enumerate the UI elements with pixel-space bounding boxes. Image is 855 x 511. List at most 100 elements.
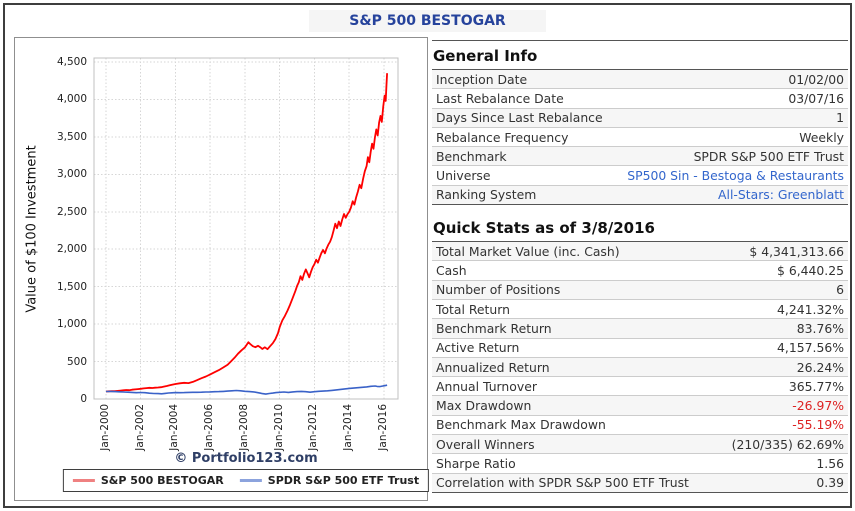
quick-stats-title: Quick Stats as of 3/8/2016: [432, 213, 848, 243]
x-tick-label: Jan-2014: [342, 404, 355, 451]
info-row-label: Benchmark: [436, 148, 507, 164]
stat-row: Total Market Value (inc. Cash) $ 4,341,31…: [432, 242, 848, 262]
x-tick-label: Jan-2002: [133, 404, 146, 451]
stat-row-label: Benchmark Return: [436, 320, 552, 336]
stat-row: Active Return 4,157.56%: [432, 339, 848, 358]
stat-row-value: -55.19%: [792, 417, 844, 433]
info-row: Ranking System All-Stars: Greenblatt: [432, 185, 848, 206]
window-frame: S&P 500 BESTOGAR 0 500 1,000 1,500 2,000 2,50…: [3, 3, 852, 508]
stat-row-label: Cash: [436, 263, 467, 279]
page-title-text: S&P 500 BESTOGAR: [309, 10, 546, 32]
info-row-label: Universe: [436, 168, 491, 184]
quick-stats-table: Total Market Value (inc. Cash) $ 4,341,31…: [432, 242, 848, 493]
info-row-label: Days Since Last Rebalance: [436, 110, 603, 126]
stat-row: Benchmark Return 83.76%: [432, 319, 848, 339]
y-tick-label: 1,500: [56, 280, 87, 293]
stat-row-label: Total Return: [436, 301, 510, 317]
y-tick-label: 2,500: [56, 205, 87, 218]
stat-row-value: 365.77%: [788, 378, 844, 394]
y-tick-label: 3,500: [56, 130, 87, 143]
stat-row-label: Benchmark Max Drawdown: [436, 417, 606, 433]
chart-legend: S&P 500 BESTOGAR SPDR S&P 500 ETF Trust: [62, 469, 430, 492]
stat-row-value: 6: [836, 282, 844, 298]
stat-row-value: 4,241.32%: [777, 301, 844, 317]
page-title: S&P 500 BESTOGAR: [5, 10, 850, 32]
general-info-table: Inception Date 01/02/00 Last Rebalance Dat…: [432, 70, 848, 206]
stat-row-value: (210/335) 62.69%: [731, 436, 844, 452]
stat-row-label: Correlation with SPDR S&P 500 ETF Trust: [436, 475, 689, 491]
chart-panel: 0 500 1,000 1,500 2,000 2,500 3,000 3,500 4,000 4…: [14, 37, 430, 501]
legend-item-label: S&P 500 BESTOGAR: [100, 474, 224, 487]
stat-row-value: $ 6,440.25: [777, 263, 844, 279]
info-row: Inception Date 01/02/00: [432, 70, 848, 90]
general-info-title: General Info: [432, 41, 848, 70]
y-tick-label: 4,000: [56, 93, 87, 106]
info-row: Universe SP500 Sin - Bestoga & Restaurant…: [432, 166, 848, 186]
stat-row-label: Overall Winners: [436, 436, 535, 452]
legend-line-swatch-icon: [239, 479, 262, 482]
info-row-label: Ranking System: [436, 187, 537, 203]
series-line-spdr-s-p-500-etf-trust: [105, 384, 388, 395]
info-row: Days Since Last Rebalance 1: [432, 108, 848, 128]
stat-row-value: 4,157.56%: [777, 340, 844, 356]
stat-row-label: Max Drawdown: [436, 398, 532, 414]
stat-row-value: 0.39: [816, 475, 844, 491]
x-tick-label: Jan-2010: [272, 404, 285, 451]
info-row-value: 1: [836, 110, 844, 126]
stat-row: Total Return 4,241.32%: [432, 300, 848, 320]
info-row-value[interactable]: All-Stars: Greenblatt: [718, 187, 844, 203]
legend-item: S&P 500 BESTOGAR: [72, 474, 224, 487]
legend-line-swatch-icon: [72, 479, 95, 482]
legend-item: SPDR S&P 500 ETF Trust: [239, 474, 420, 487]
stat-row-label: Number of Positions: [436, 282, 561, 298]
stat-row-label: Annualized Return: [436, 359, 550, 375]
gridlines: [94, 58, 398, 400]
x-tick-label: Jan-2008: [237, 404, 250, 451]
stat-row: Sharpe Ratio 1.56: [432, 454, 848, 474]
y-tick-label: 0: [80, 393, 87, 405]
info-row-value: SPDR S&P 500 ETF Trust: [693, 148, 844, 164]
stat-row-label: Annual Turnover: [436, 378, 537, 394]
x-tick-label: Jan-2004: [168, 404, 181, 451]
x-tick-label: Jan-2012: [307, 404, 320, 451]
legend-item-label: SPDR S&P 500 ETF Trust: [267, 474, 420, 487]
stat-row: Cash $ 6,440.25: [432, 261, 848, 281]
y-axis-title: Value of $100 Investment: [24, 144, 40, 313]
stat-row-label: Sharpe Ratio: [436, 455, 516, 471]
stat-row-value: 83.76%: [796, 320, 844, 336]
stat-row-value: 1.56: [816, 455, 844, 471]
watermark-portfolio123: © Portfolio123.com: [174, 451, 318, 466]
y-tick-label: 2,000: [56, 243, 87, 256]
info-row: Rebalance Frequency Weekly: [432, 128, 848, 148]
stat-row: Overall Winners (210/335) 62.69%: [432, 435, 848, 455]
stat-row: Correlation with SPDR S&P 500 ETF Trust 0…: [432, 473, 848, 493]
stat-row: Annualized Return 26.24%: [432, 357, 848, 378]
stat-row-label: Total Market Value (inc. Cash): [436, 243, 620, 259]
info-row-value: 01/02/00: [788, 71, 844, 87]
x-tick-label: Jan-2000: [98, 404, 111, 451]
stat-row: Benchmark Max Drawdown -55.19%: [432, 416, 848, 436]
stat-row: Number of Positions 6: [432, 280, 848, 300]
info-row-value: Weekly: [799, 129, 844, 145]
x-tick-label: Jan-2006: [203, 404, 216, 451]
stat-row-label: Active Return: [436, 340, 520, 356]
plot-border: [93, 57, 399, 400]
info-row-value[interactable]: SP500 Sin - Bestoga & Restaurants: [627, 168, 844, 184]
stat-row-value: $ 4,341,313.66: [749, 243, 844, 259]
chart-plot: [93, 57, 399, 400]
y-tick-label: 4,500: [56, 55, 87, 68]
info-row-label: Last Rebalance Date: [436, 90, 564, 106]
info-row-value: 03/07/16: [788, 90, 844, 106]
x-tick-label: Jan-2016: [376, 404, 389, 451]
info-row: Last Rebalance Date 03/07/16: [432, 89, 848, 109]
y-tick-label: 500: [66, 355, 87, 368]
stat-row: Annual Turnover 365.77%: [432, 377, 848, 397]
info-row: Benchmark SPDR S&P 500 ETF Trust: [432, 147, 848, 167]
info-panel: General Info Inception Date 01/02/00 Last …: [432, 40, 848, 493]
info-row-label: Inception Date: [436, 71, 528, 87]
stat-row-value: -26.97%: [792, 398, 844, 414]
series-line-s-p-500-bestogar: [105, 73, 388, 393]
y-tick-label: 3,000: [56, 168, 87, 181]
y-tick-label: 1,000: [56, 318, 87, 331]
stat-row: Max Drawdown -26.97%: [432, 396, 848, 416]
